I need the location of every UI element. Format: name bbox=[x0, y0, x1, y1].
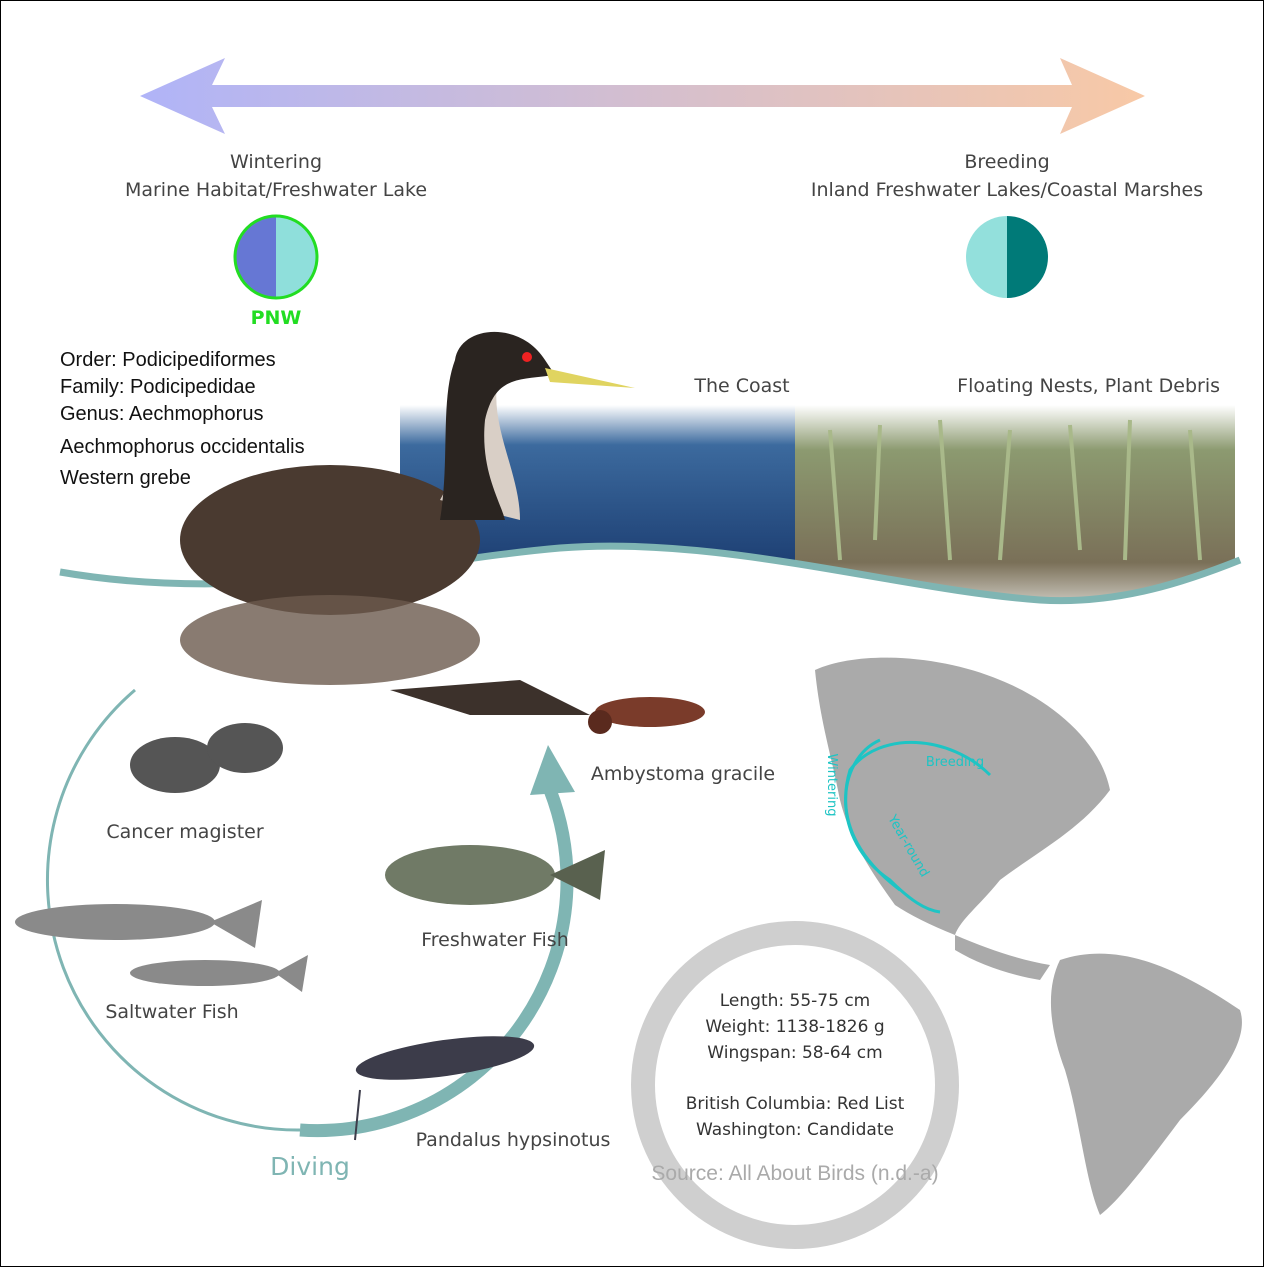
reeds bbox=[828, 419, 1202, 561]
cycle-arrowhead bbox=[530, 745, 575, 795]
breeding-habitat: Inland Freshwater Lakes/Coastal Marshes bbox=[811, 179, 1203, 201]
fact-line: Length: 55-75 cm bbox=[720, 991, 870, 1011]
range-lines bbox=[844, 738, 992, 914]
circle-half bbox=[966, 216, 1007, 298]
map-breeding: Breeding bbox=[926, 755, 984, 770]
fact-line: Washington: Candidate bbox=[696, 1120, 894, 1140]
bass bbox=[385, 845, 605, 905]
family: Family: Podicipedidae bbox=[60, 376, 256, 398]
genus: Genus: Aechmophorus bbox=[60, 403, 263, 425]
species: Aechmophorus occidentalis bbox=[60, 436, 305, 458]
wintering-title: Wintering bbox=[230, 151, 322, 173]
circle-half bbox=[235, 216, 276, 298]
map-wintering: Wintering bbox=[824, 754, 839, 817]
salamander bbox=[588, 697, 705, 734]
shrimp bbox=[354, 1036, 535, 1141]
crab-label: Cancer magister bbox=[106, 821, 263, 843]
cycle-arc bbox=[299, 787, 574, 1138]
circle-half bbox=[276, 216, 317, 298]
shrimp-label: Pandalus hypsinotus bbox=[416, 1129, 611, 1151]
season-arrow bbox=[140, 58, 1145, 134]
grebe bbox=[180, 331, 635, 715]
diving-label: Diving bbox=[270, 1152, 350, 1181]
fact-line: Weight: 1138-1826 g bbox=[705, 1017, 884, 1037]
cycle-arc bbox=[46, 688, 301, 1132]
facts-ring bbox=[631, 921, 959, 1249]
facts: Length: 55-75 cm Weight: 1138-1826 g Wings… bbox=[686, 991, 905, 1140]
nests-label: Floating Nests, Plant Debris bbox=[957, 375, 1220, 397]
circle-half bbox=[1007, 216, 1048, 298]
fact-line: Wingspan: 58-64 cm bbox=[707, 1043, 882, 1063]
crab bbox=[130, 723, 283, 793]
common-name: Western grebe bbox=[60, 467, 191, 489]
saltwater-label: Saltwater Fish bbox=[105, 1001, 238, 1023]
fact-line: British Columbia: Red List bbox=[686, 1094, 905, 1114]
freshwater-label: Freshwater Fish bbox=[421, 929, 569, 951]
order: Order: Podicipediformes bbox=[60, 349, 276, 371]
pnw-ring bbox=[233, 214, 319, 300]
herring bbox=[15, 900, 308, 992]
wintering-habitat: Marine Habitat/Freshwater Lake bbox=[125, 179, 427, 201]
coast-label: The Coast bbox=[693, 375, 789, 397]
breeding-title: Breeding bbox=[964, 151, 1049, 173]
pnw-label: PNW bbox=[251, 307, 302, 329]
amphibian-label: Ambystoma gracile bbox=[591, 763, 775, 785]
source: Source: All About Birds (n.d.-a) bbox=[651, 1162, 938, 1185]
americas-map bbox=[815, 657, 1242, 1215]
